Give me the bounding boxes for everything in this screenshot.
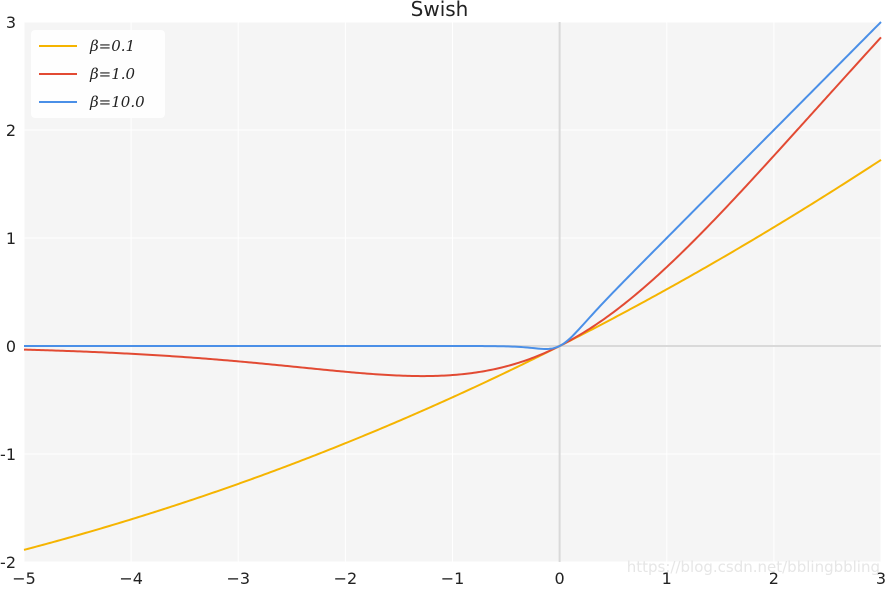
y-tick-label: 2 — [6, 121, 16, 140]
y-tick-label: -2 — [0, 553, 16, 572]
grid — [23, 21, 882, 563]
x-tick-label: −3 — [226, 569, 250, 588]
series-line — [23, 159, 882, 551]
legend-label: β=10.0 — [89, 93, 145, 111]
x-tick-label: 1 — [662, 569, 672, 588]
y-tick-label: 1 — [6, 229, 16, 248]
x-tick-label: −5 — [12, 569, 36, 588]
legend-label: β=0.1 — [89, 37, 135, 55]
x-tick-label: 0 — [555, 569, 565, 588]
x-tick-labels: −5 −4 −3 −2 −1 0 1 2 3 — [12, 569, 886, 588]
chart-title: Swish — [411, 0, 469, 21]
x-tick-label: 3 — [876, 569, 886, 588]
x-tick-label: −1 — [441, 569, 465, 588]
legend: β=0.1 β=1.0 β=10.0 — [31, 30, 165, 118]
watermark-text: https://blog.csdn.net/bblingbbling — [627, 558, 880, 576]
x-tick-label: −4 — [119, 569, 143, 588]
x-tick-label: 2 — [769, 569, 779, 588]
series-line — [24, 21, 882, 351]
series-lines — [23, 21, 882, 551]
y-tick-label: 0 — [6, 337, 16, 356]
x-tick-label: −2 — [334, 569, 358, 588]
y-tick-labels: -2 -1 0 1 2 3 — [0, 13, 16, 572]
series-line — [23, 36, 882, 378]
legend-box — [31, 30, 165, 118]
y-tick-label: 3 — [6, 13, 16, 32]
y-tick-label: -1 — [0, 445, 16, 464]
legend-label: β=1.0 — [89, 65, 136, 83]
